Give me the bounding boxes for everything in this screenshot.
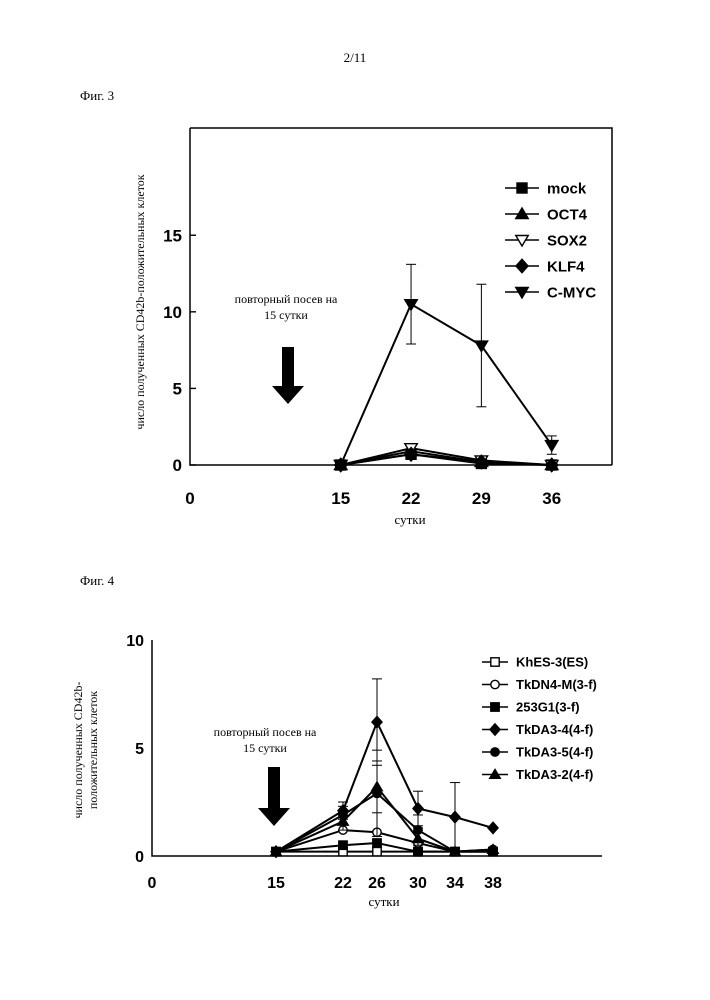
- x-tick-label: 34: [446, 875, 464, 892]
- x-tick-label: 38: [484, 875, 502, 892]
- legend-marker-253g1-3-f: [491, 703, 499, 711]
- x-tick-label: 0: [148, 875, 157, 892]
- data-point-tkda3-4-4-f: [413, 803, 423, 814]
- y-axis-label: число полученных CD42b-: [71, 682, 85, 819]
- legend-label-tkdn4-m-3-f: TkDN4-M(3-f): [516, 677, 597, 692]
- x-tick-label: 22: [334, 875, 352, 892]
- data-point-253g1-3-f: [373, 839, 381, 847]
- y-tick-label: 10: [126, 633, 144, 650]
- data-point-tkda3-2-4-f: [372, 782, 383, 791]
- legend-marker-tkda3-4-4-f: [490, 724, 500, 735]
- legend-label-tkda3-2-4-f: TkDA3-2(4-f): [516, 767, 593, 782]
- legend-label-tkda3-4-4-f: TkDA3-4(4-f): [516, 722, 593, 737]
- legend-label-tkda3-5-4-f: TkDA3-5(4-f): [516, 745, 593, 760]
- y-axis-label: положительных клеток: [86, 691, 100, 809]
- annotation-text: 15 сутки: [243, 741, 287, 755]
- data-point-tkda3-4-4-f: [372, 716, 382, 727]
- y-tick-label: 0: [135, 849, 144, 866]
- legend-marker-tkdn4-m-3-f: [491, 680, 499, 688]
- legend-label-khes-3-es: KhES-3(ES): [516, 655, 588, 670]
- x-tick-label: 26: [368, 875, 386, 892]
- x-tick-label: 30: [409, 875, 427, 892]
- legend-marker-tkda3-5-4-f: [491, 748, 499, 756]
- data-point-253g1-3-f: [339, 841, 347, 849]
- arrow-down-icon: [258, 767, 290, 826]
- y-tick-label: 5: [135, 741, 144, 758]
- x-axis-label: сутки: [368, 894, 399, 909]
- data-point-tkda3-4-4-f: [450, 811, 460, 822]
- data-point-khes-3-es: [373, 847, 381, 855]
- legend-label-253g1-3-f: 253G1(3-f): [516, 700, 580, 715]
- series-line-tkda3-5-4-f: [276, 793, 493, 851]
- annotation-text: повторный посев на: [214, 725, 317, 739]
- series-line-tkda3-4-4-f: [276, 722, 493, 852]
- data-point-tkda3-4-4-f: [488, 822, 498, 833]
- x-tick-label: 15: [267, 875, 285, 892]
- figure-4-chart: 0 5 10 0 15 22 26 30 34 38 сутки число полученных C…: [0, 0, 710, 920]
- legend-marker-khes-3-es: [491, 658, 499, 666]
